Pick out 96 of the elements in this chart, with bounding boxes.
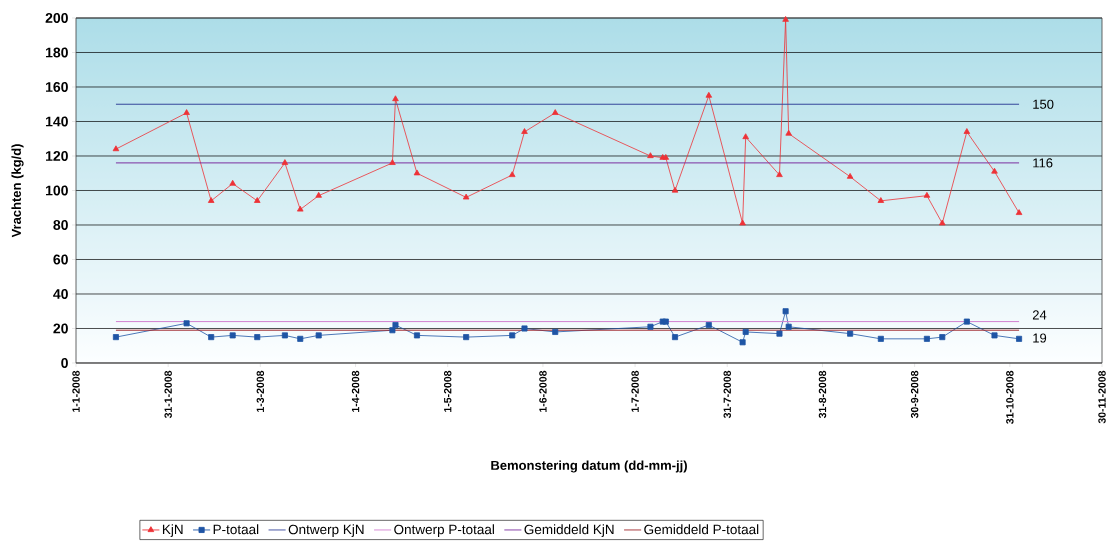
point	[1015, 209, 1023, 215]
point	[963, 128, 971, 134]
x-tick-label: 30-11-2008	[1098, 370, 1106, 424]
point	[389, 159, 396, 165]
point	[413, 169, 421, 176]
point	[647, 323, 654, 330]
y-tick-label: 140	[46, 116, 68, 127]
y-tick-label: 100	[46, 185, 68, 196]
point	[392, 95, 399, 102]
y-tick-label: 120	[46, 151, 68, 161]
legend-label: P-totaal	[213, 524, 259, 535]
point	[297, 205, 304, 212]
point	[254, 334, 261, 341]
x-tick-label: 1-3-2008	[256, 370, 265, 412]
data-label: 19	[1033, 333, 1047, 343]
point	[281, 332, 288, 339]
data-label: 150	[1033, 99, 1054, 109]
point	[552, 328, 559, 335]
x-tick-label: 31-8-2008	[818, 370, 827, 419]
point	[705, 91, 713, 98]
point	[739, 219, 746, 226]
y-tick-label: 60	[53, 254, 68, 265]
point	[392, 322, 399, 329]
legend-label: Gemiddeld P-totaal	[644, 524, 759, 535]
y-tick-label: 180	[46, 47, 68, 58]
x-tick-label: 1-1-2008	[72, 370, 80, 412]
x-tick-label: 1-6-2008	[539, 370, 547, 412]
point	[462, 193, 470, 200]
point	[739, 339, 746, 346]
y-tick-label: 40	[53, 289, 68, 299]
point	[315, 191, 322, 198]
legend-label: Ontwerp KjN	[288, 524, 364, 537]
x-tick-label: 31-1-2008	[164, 370, 172, 419]
point	[785, 323, 792, 330]
y-tick-label: 20	[53, 323, 68, 334]
point	[991, 332, 998, 339]
point	[923, 335, 930, 342]
point	[207, 197, 215, 203]
point	[662, 154, 670, 160]
point	[112, 334, 119, 341]
x-tick-label: 1-4-2008	[351, 370, 360, 412]
point	[776, 171, 783, 178]
point	[671, 186, 679, 193]
point	[413, 332, 420, 339]
x-tick-label: 30-9-2008	[910, 370, 919, 419]
point	[297, 335, 304, 342]
point	[315, 332, 322, 339]
y-tick-label: 0	[61, 358, 68, 368]
y-tick-label: 80	[53, 220, 68, 230]
point	[647, 152, 654, 159]
point	[776, 330, 783, 337]
point	[923, 191, 931, 198]
point	[847, 330, 854, 337]
point	[229, 179, 236, 186]
y-tick-label: 200	[45, 13, 68, 23]
x-tick-label: 31-7-2008	[723, 370, 731, 419]
point	[112, 145, 120, 152]
point	[742, 133, 749, 140]
point	[991, 167, 998, 174]
x-tick-label: 1-7-2008	[631, 370, 639, 412]
point	[705, 322, 712, 329]
point	[509, 332, 516, 339]
x-tick-label: 31-10-2008	[1006, 370, 1014, 424]
y-tick-label: 160	[46, 82, 68, 92]
point	[208, 334, 215, 341]
y-axis-title: Vrachten (kg/d)	[11, 144, 24, 238]
x-axis-title: Bemonstering datum (dd-mm-jj)	[491, 460, 687, 473]
point	[521, 325, 528, 332]
point	[846, 172, 854, 179]
point	[672, 334, 679, 341]
legend-label: KjN	[162, 524, 183, 537]
point	[551, 109, 559, 115]
point	[785, 129, 792, 136]
point	[253, 197, 261, 203]
point	[521, 128, 528, 134]
x-tick-label: 1-5-2008	[444, 370, 452, 412]
point	[963, 318, 970, 325]
point	[389, 327, 396, 334]
data-label: 24	[1032, 310, 1047, 320]
legend-label: Gemiddeld KjN	[524, 524, 614, 537]
point	[183, 320, 190, 327]
data-label: 116	[1033, 158, 1053, 168]
point	[281, 159, 289, 165]
point	[508, 171, 516, 178]
point	[742, 328, 749, 335]
point	[877, 335, 884, 342]
point	[183, 109, 190, 115]
point	[939, 219, 946, 226]
legend-label: Ontwerp P-totaal	[394, 524, 494, 537]
point	[463, 334, 470, 341]
point	[1016, 335, 1023, 342]
point	[877, 197, 885, 203]
point	[939, 334, 946, 341]
point	[229, 332, 236, 339]
point	[782, 308, 789, 315]
point	[782, 16, 789, 22]
